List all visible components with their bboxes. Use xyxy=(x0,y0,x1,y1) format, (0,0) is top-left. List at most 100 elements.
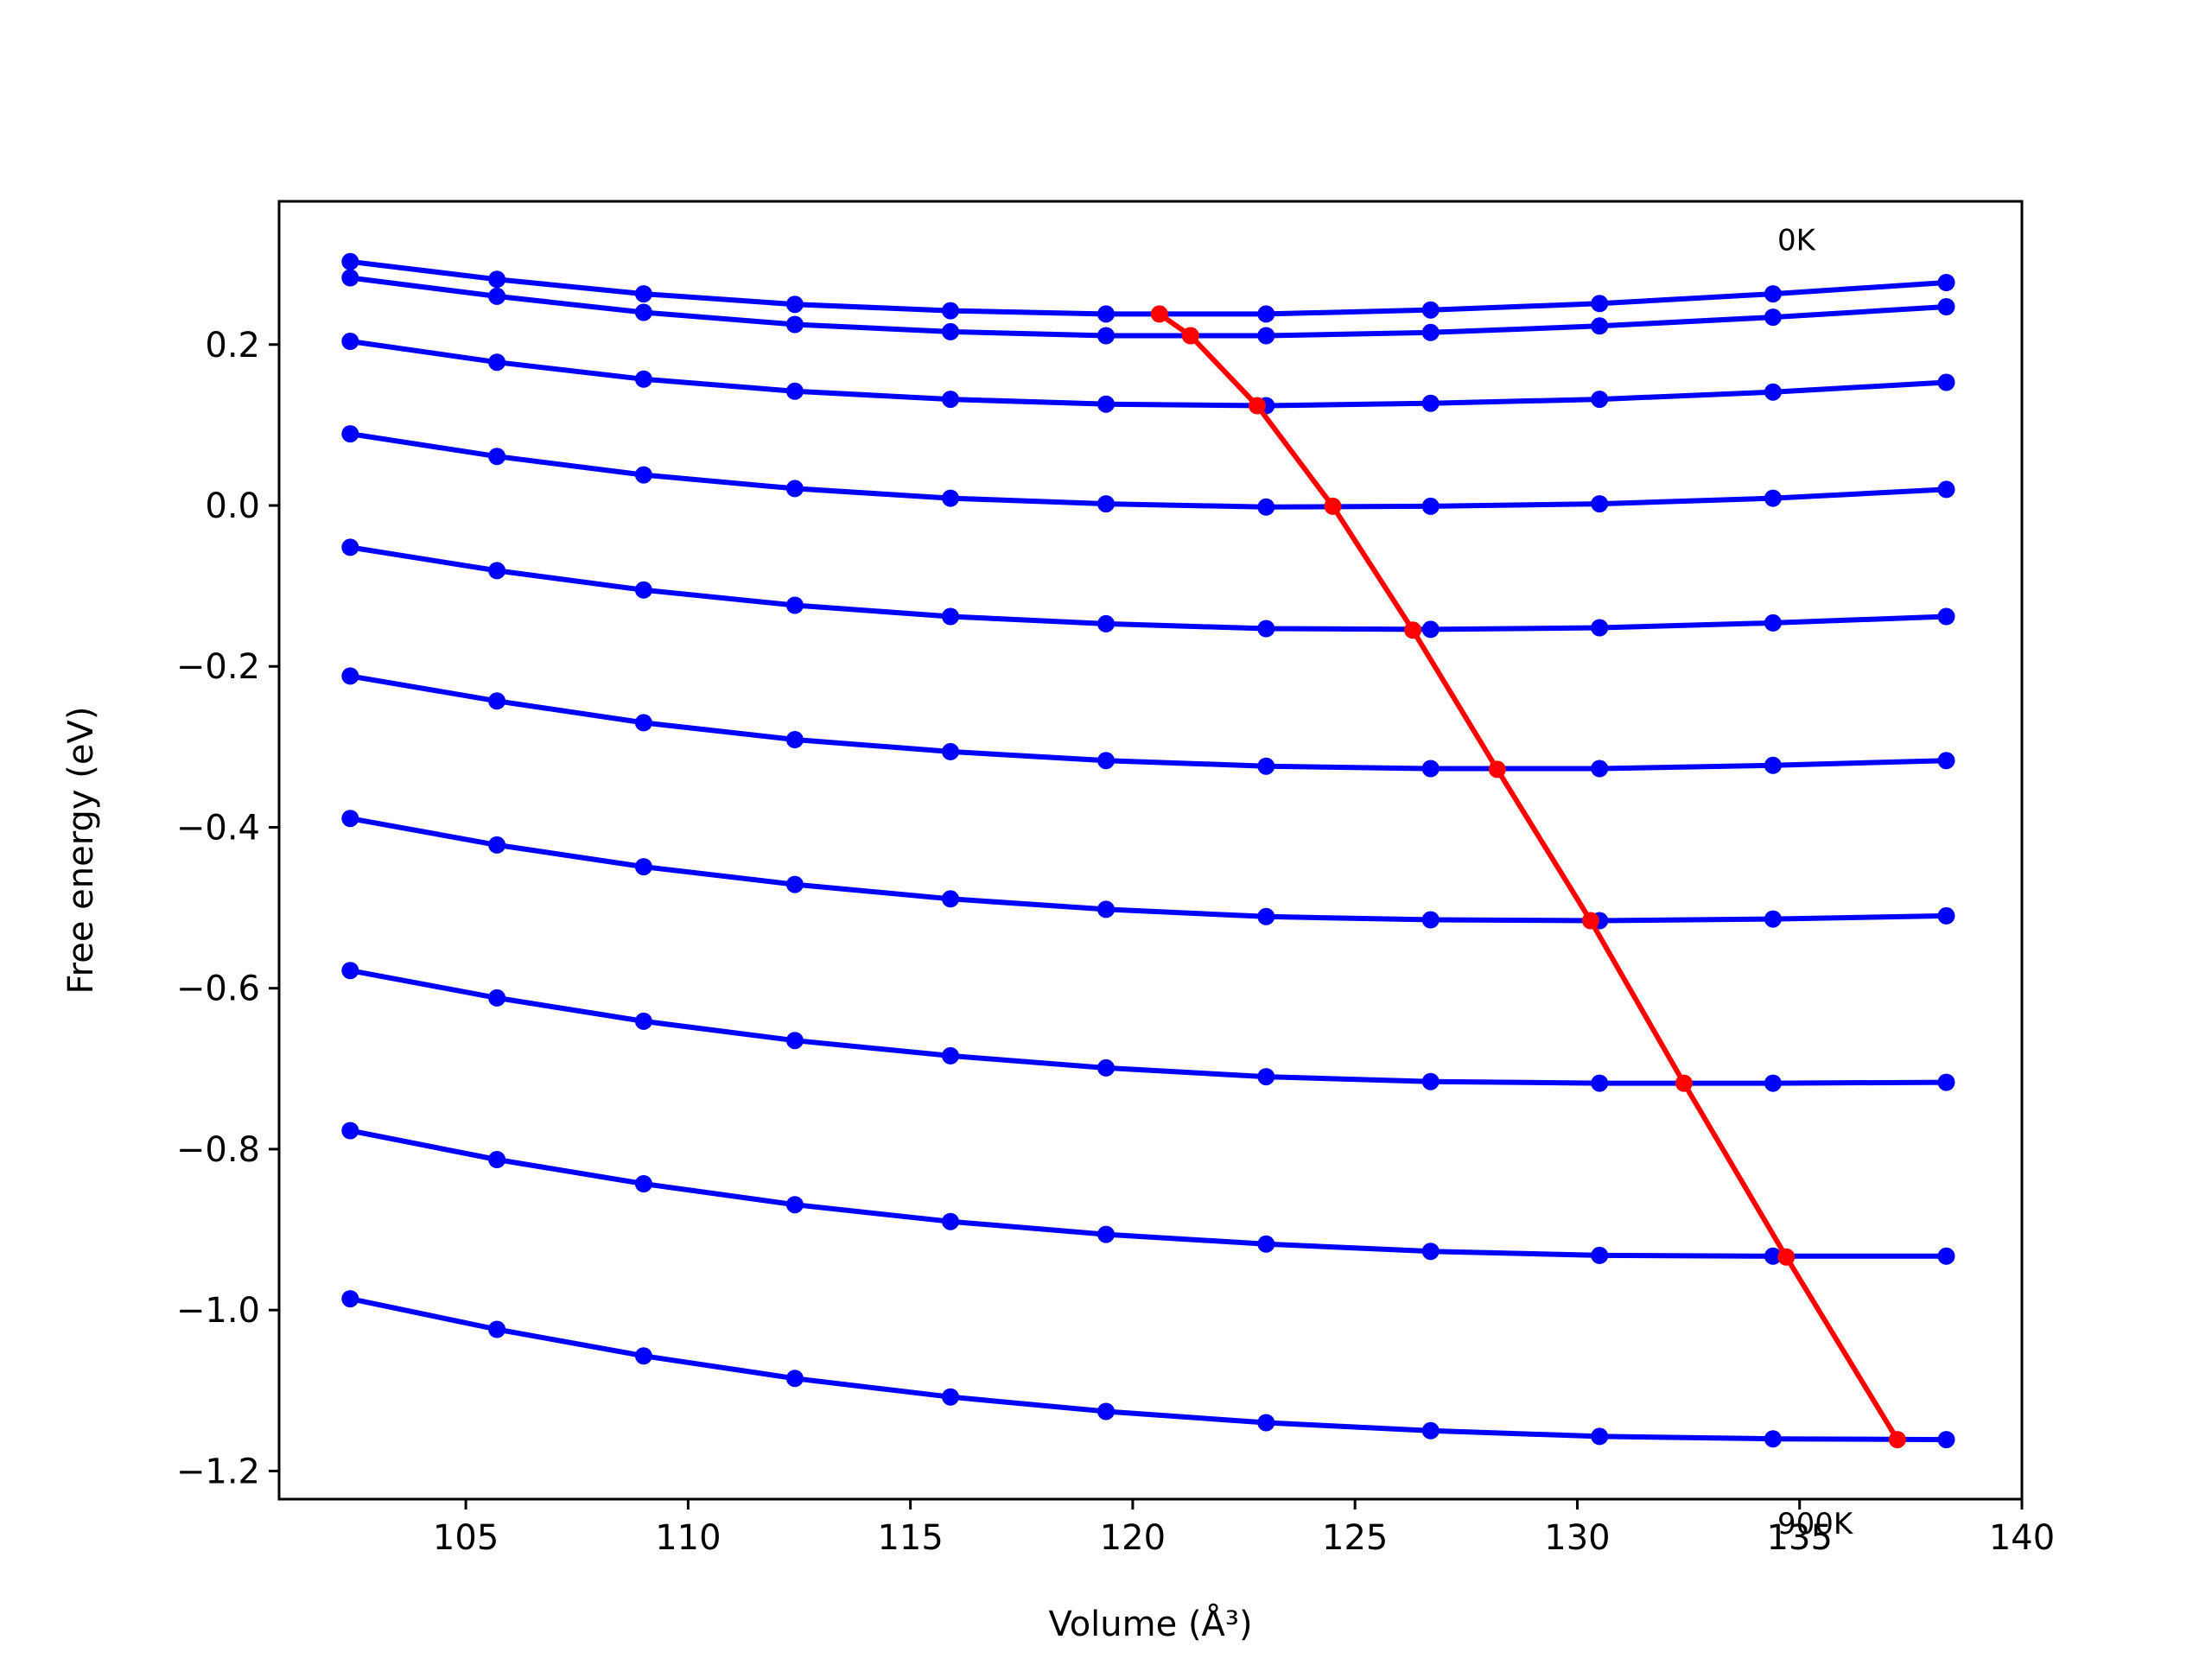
series-6-point-4 xyxy=(942,890,959,908)
series-4-point-5 xyxy=(1097,614,1115,632)
x-tick-label-0: 105 xyxy=(433,1518,499,1558)
series-8-point-3 xyxy=(785,1196,804,1214)
series-7-point-0 xyxy=(341,962,359,980)
series-0-point-0 xyxy=(341,252,359,270)
series-3-point-7 xyxy=(1421,497,1440,515)
series-2-point-3 xyxy=(785,382,804,400)
y-tick-label-3: −0.4 xyxy=(176,808,260,848)
series-0-point-8 xyxy=(1591,295,1609,313)
series-9-point-9 xyxy=(1764,1430,1782,1448)
series-7-point-9 xyxy=(1764,1074,1782,1092)
minimum-point-8 xyxy=(1777,1248,1796,1266)
series-1-point-5 xyxy=(1097,327,1115,345)
series-4-point-9 xyxy=(1764,613,1782,632)
series-2-point-10 xyxy=(1937,373,1955,391)
series-3-point-3 xyxy=(785,480,804,498)
series-1-point-7 xyxy=(1421,323,1440,341)
series-6-point-9 xyxy=(1764,910,1782,928)
series-4-point-2 xyxy=(634,581,652,599)
minimum-point-5 xyxy=(1488,760,1506,779)
series-5-point-0 xyxy=(341,667,359,685)
series-0-point-4 xyxy=(942,302,959,320)
series-7-point-7 xyxy=(1421,1072,1440,1090)
series-6-point-5 xyxy=(1097,900,1115,918)
series-1-point-6 xyxy=(1257,327,1275,345)
series-7-point-8 xyxy=(1591,1074,1609,1092)
minimum-point-9 xyxy=(1888,1431,1906,1449)
series-1-point-2 xyxy=(634,303,652,321)
series-1-point-4 xyxy=(942,322,959,340)
x-tick-label-2: 115 xyxy=(877,1518,943,1558)
series-1-point-8 xyxy=(1591,317,1609,335)
series-8-point-9 xyxy=(1764,1247,1782,1265)
series-3-point-4 xyxy=(942,489,959,507)
series-5-point-7 xyxy=(1421,760,1440,778)
x-axis-label: Volume (Å³) xyxy=(1048,1603,1252,1644)
series-4-point-3 xyxy=(785,596,804,614)
plot-area xyxy=(341,252,1955,1449)
minimum-curve-line xyxy=(1158,311,1900,1441)
series-4-point-1 xyxy=(488,562,506,580)
series-6-point-6 xyxy=(1257,907,1275,925)
x-tick-label-7: 140 xyxy=(1989,1518,2055,1558)
series-4-point-4 xyxy=(942,607,959,626)
series-8-point-2 xyxy=(634,1175,652,1192)
series-9-point-2 xyxy=(634,1347,652,1365)
x-tick-label-6: 135 xyxy=(1767,1518,1833,1558)
series-6-point-3 xyxy=(785,875,804,893)
series-3-point-10 xyxy=(1937,480,1955,499)
series-9-point-4 xyxy=(942,1388,959,1406)
series-9-point-7 xyxy=(1421,1421,1440,1440)
series-2-point-1 xyxy=(488,353,506,372)
series-6-point-2 xyxy=(634,858,652,876)
axes-frame xyxy=(277,200,2024,1501)
series-8-point-4 xyxy=(942,1212,959,1230)
series-4-point-10 xyxy=(1937,607,1955,626)
x-tick-label-1: 110 xyxy=(655,1518,721,1558)
y-tick-label-7: −1.2 xyxy=(176,1452,260,1491)
y-tick-label-1: 0.0 xyxy=(205,486,260,526)
series-3-point-5 xyxy=(1097,495,1115,513)
annotation-900k: 900K xyxy=(1777,1507,1854,1541)
y-tick-label-6: −1.0 xyxy=(176,1291,260,1331)
x-tick-label-5: 130 xyxy=(1544,1518,1610,1558)
series-5-point-6 xyxy=(1257,757,1275,775)
series-4-point-6 xyxy=(1257,620,1275,638)
series-9-point-5 xyxy=(1097,1402,1115,1421)
series-5-point-9 xyxy=(1764,756,1782,774)
series-7-point-3 xyxy=(785,1032,804,1050)
series-1-point-1 xyxy=(488,287,506,305)
series-3-point-8 xyxy=(1591,495,1609,513)
series-6-point-0 xyxy=(341,810,359,828)
series-1-point-0 xyxy=(341,269,359,287)
series-8-point-6 xyxy=(1257,1235,1275,1253)
series-2-point-7 xyxy=(1421,394,1440,412)
minimum-point-6 xyxy=(1581,912,1599,930)
series-9-point-8 xyxy=(1591,1427,1609,1446)
series-6-point-1 xyxy=(488,836,506,854)
series-5-point-8 xyxy=(1591,760,1609,778)
series-2-point-0 xyxy=(341,333,359,350)
series-4-point-8 xyxy=(1591,619,1609,637)
y-axis-label: Free energy (eV) xyxy=(61,707,101,995)
series-7-point-10 xyxy=(1937,1073,1955,1091)
series-9-point-1 xyxy=(488,1320,506,1338)
series-7-point-5 xyxy=(1097,1058,1115,1077)
x-tick-label-3: 120 xyxy=(1100,1518,1166,1558)
series-8-point-8 xyxy=(1591,1246,1609,1264)
series-7-point-2 xyxy=(634,1012,652,1030)
series-3-point-1 xyxy=(488,448,506,466)
minimum-point-0 xyxy=(1150,305,1168,323)
series-7-point-1 xyxy=(488,988,506,1007)
series-0-point-2 xyxy=(634,285,652,303)
series-0-point-3 xyxy=(785,296,804,314)
series-0-point-1 xyxy=(488,270,506,289)
y-tick-label-4: −0.6 xyxy=(176,969,260,1009)
series-7-point-6 xyxy=(1257,1068,1275,1086)
series-6-point-10 xyxy=(1937,906,1955,925)
annotation-0k: 0K xyxy=(1777,224,1817,258)
series-1-point-10 xyxy=(1937,298,1955,315)
series-9-point-6 xyxy=(1257,1414,1275,1432)
